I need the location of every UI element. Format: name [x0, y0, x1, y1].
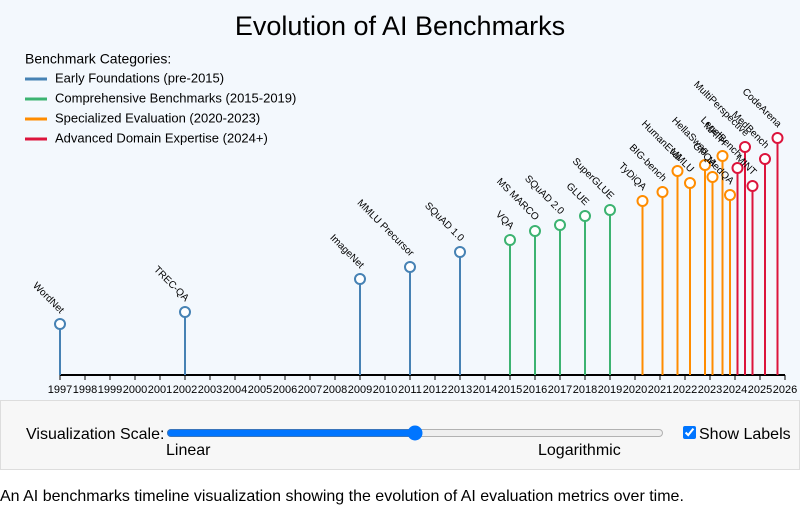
marker — [579, 210, 591, 222]
labels-checkbox[interactable] — [683, 426, 696, 439]
marker — [706, 171, 719, 183]
x-tick-label: 2003 — [198, 384, 222, 396]
legend-label: Advanced Domain Expertise (2024+) — [55, 130, 268, 145]
x-tick-label: 1997 — [48, 384, 72, 396]
point-label: GLUE — [564, 181, 591, 208]
point-label: TREC-QA — [151, 264, 191, 304]
x-tick-label: 1999 — [98, 384, 122, 396]
labels-toggle[interactable]: Show Labels — [683, 426, 791, 444]
marker — [404, 261, 416, 273]
x-tick-label: 2021 — [648, 384, 672, 396]
x-tick-label: 2000 — [123, 384, 147, 396]
log-label: Logarithmic — [538, 442, 621, 459]
scale-label: Visualization Scale: — [26, 426, 165, 443]
x-tick-label: 2006 — [273, 384, 297, 396]
marker — [731, 162, 744, 174]
legend-label: Early Foundations (pre-2015) — [55, 70, 224, 85]
point-label: MMLU Precursor — [355, 198, 417, 260]
point-label: VQA — [493, 209, 516, 232]
x-tick-label: 2002 — [173, 384, 197, 396]
x-tick-label: 2023 — [698, 384, 722, 396]
legend-label: Specialized Evaluation (2020-2023) — [55, 110, 260, 125]
point-label: SQuAD 1.0 — [422, 200, 466, 244]
marker — [604, 204, 616, 216]
marker — [504, 234, 516, 246]
x-tick-label: 2009 — [348, 384, 372, 396]
marker — [771, 132, 784, 144]
chart-title: Evolution of AI Benchmarks — [235, 11, 565, 41]
x-tick-label: 2026 — [773, 384, 797, 396]
x-tick-label: 2012 — [423, 384, 447, 396]
point-label: ImageNet — [327, 233, 366, 272]
x-tick-label: 2016 — [523, 384, 547, 396]
marker — [746, 180, 759, 192]
caption: An AI benchmarks timeline visualization … — [0, 488, 684, 505]
marker — [739, 141, 751, 153]
x-tick-label: 2017 — [548, 384, 572, 396]
x-tick-label: 2024 — [723, 384, 747, 396]
x-tick-label: 2018 — [573, 384, 597, 396]
marker — [354, 273, 366, 285]
checkbox-label: Show Labels — [699, 426, 791, 443]
marker — [179, 306, 191, 318]
x-tick-label: 2025 — [748, 384, 772, 396]
marker — [554, 219, 566, 231]
scale-slider[interactable] — [166, 425, 664, 441]
marker — [636, 195, 649, 207]
marker — [529, 225, 541, 237]
marker — [724, 189, 736, 201]
marker — [54, 318, 66, 330]
legend-label: Comprehensive Benchmarks (2015-2019) — [55, 90, 296, 105]
x-tick-label: 2007 — [298, 384, 322, 396]
marker — [656, 186, 669, 198]
legend-title: Benchmark Categories: — [25, 51, 171, 67]
point-label: WordNet — [30, 280, 66, 316]
x-tick-label: 1998 — [73, 384, 97, 396]
x-tick-label: 2015 — [498, 384, 522, 396]
marker — [716, 150, 729, 162]
x-tick-label: 2001 — [148, 384, 172, 396]
x-tick-label: 2011 — [398, 384, 422, 396]
x-tick-label: 2019 — [598, 384, 622, 396]
x-tick-label: 2010 — [373, 384, 397, 396]
marker — [759, 153, 771, 165]
x-tick-label: 2020 — [623, 384, 647, 396]
controls: Visualization Scale: Linear Logarithmic … — [0, 400, 800, 470]
x-tick-label: 2008 — [323, 384, 347, 396]
marker — [454, 246, 466, 258]
x-tick-label: 2004 — [223, 384, 247, 396]
x-tick-label: 2022 — [673, 384, 697, 396]
marker — [671, 165, 684, 177]
x-tick-label: 2014 — [473, 384, 497, 396]
x-tick-label: 2005 — [248, 384, 272, 396]
marker — [684, 177, 696, 189]
chart: Evolution of AI Benchmarks Benchmark Cat… — [0, 0, 800, 400]
linear-label: Linear — [166, 442, 211, 459]
x-tick-label: 2013 — [448, 384, 472, 396]
marker — [699, 159, 711, 171]
